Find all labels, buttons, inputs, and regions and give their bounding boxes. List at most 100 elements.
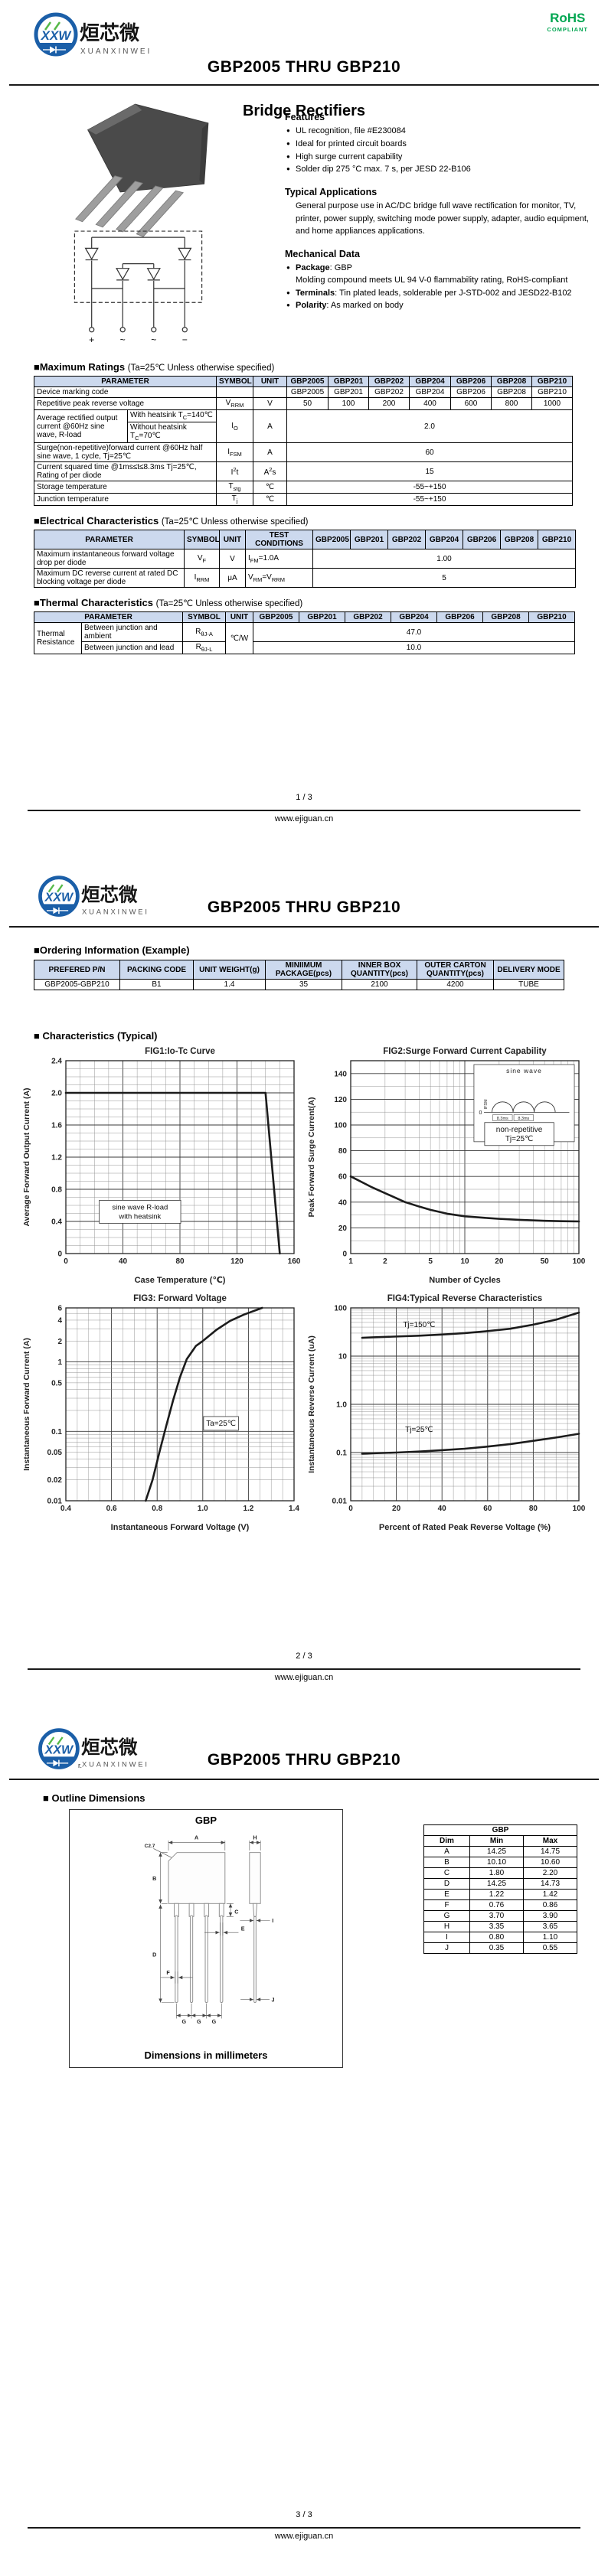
table-cell: TUBE — [493, 979, 564, 990]
svg-text:5: 5 — [428, 1257, 433, 1266]
table-cell: Device marking code — [34, 386, 217, 398]
table-cell: Maximum DC reverse current at rated DC b… — [34, 568, 185, 588]
table-cell: IO — [216, 409, 253, 443]
svg-text:Tj=25℃: Tj=25℃ — [405, 1426, 433, 1434]
svg-text:6: 6 — [57, 1305, 62, 1313]
package-lead — [136, 190, 185, 237]
table-header-cell: DELIVERY MODE — [493, 960, 564, 980]
svg-text:D: D — [152, 1952, 156, 1958]
table-header-cell: GBP210 — [528, 611, 575, 623]
table-cell: H — [423, 1921, 470, 1932]
svg-text:0: 0 — [348, 1505, 353, 1513]
table-cell: D — [423, 1878, 470, 1890]
table-cell: 4200 — [417, 979, 494, 990]
svg-text:1: 1 — [57, 1358, 62, 1367]
svg-text:Percent of Rated Peak Reverse: Percent of Rated Peak Reverse Voltage (%… — [379, 1523, 551, 1532]
logo-accent-icon — [57, 884, 64, 893]
diode-icon — [53, 1759, 59, 1767]
site-url: www.ejiguan.cn — [274, 814, 334, 823]
feature-item: High surge current capability — [296, 152, 403, 161]
table-header-cell: GBP208 — [491, 376, 532, 387]
table-cell: Junction temperature — [34, 493, 217, 506]
svg-text:sine wave: sine wave — [506, 1067, 542, 1074]
svg-text:Case Temperature (℃): Case Temperature (℃) — [135, 1276, 226, 1285]
diode-icon — [84, 247, 192, 281]
svg-text:0.02: 0.02 — [47, 1476, 63, 1485]
svg-text:0.1: 0.1 — [51, 1428, 62, 1436]
feature-item: Solder dip 275 °C max. 7 s, per JESD 22-… — [296, 165, 471, 174]
company-logo: XXW 烜芯微 XUANXINWEI — [34, 12, 149, 57]
table-header-cell: UNIT WEIGHT(g) — [193, 960, 266, 980]
table-cell: 14.75 — [522, 1846, 578, 1857]
table-cell: B1 — [119, 979, 194, 990]
table-header-cell: GBP2005 — [312, 530, 351, 549]
doc-title: GBP2005 THRU GBP210 — [207, 58, 401, 76]
table-cell — [253, 386, 287, 398]
page-number: 1 / 3 — [296, 793, 312, 802]
rohs-text: RoHS — [550, 11, 586, 25]
table-header-cell: OUTER CARTON QUANTITY(pcs) — [417, 960, 494, 980]
table-header-cell: GBP204 — [391, 611, 437, 623]
table-cell: 47.0 — [253, 622, 575, 642]
table-cell: 1000 — [531, 397, 573, 410]
svg-text:80: 80 — [338, 1147, 348, 1156]
svg-text:with heatsink: with heatsink — [118, 1212, 161, 1221]
outline-heading: ■ Outline Dimensions — [43, 1792, 145, 1804]
table-header-cell: UNIT — [225, 611, 253, 623]
svg-text:2.0: 2.0 — [51, 1090, 62, 1098]
mechanical-item: Polarity: As marked on body — [296, 301, 404, 311]
package-body-top — [87, 104, 142, 135]
svg-text:1.6: 1.6 — [51, 1122, 62, 1130]
svg-text:FIG1:Io-Tc Curve: FIG1:Io-Tc Curve — [145, 1047, 215, 1056]
table-header-cell: PARAMETER — [34, 376, 217, 387]
dimension-lines — [153, 1840, 270, 2019]
table-header-cell: GBP201 — [299, 611, 345, 623]
svg-text:Instantaneous Forward Voltage: Instantaneous Forward Voltage (V) — [111, 1523, 250, 1532]
table-cell: I — [423, 1932, 470, 1943]
table-cell: 3.65 — [522, 1921, 578, 1932]
header-rule — [9, 84, 599, 86]
table-cell: VF — [184, 549, 220, 569]
applications-text: General purpose use in AC/DC bridge full… — [296, 201, 589, 236]
svg-text:1: 1 — [348, 1257, 353, 1266]
svg-text:4: 4 — [57, 1316, 62, 1325]
svg-text:0.8: 0.8 — [152, 1505, 162, 1513]
section-heading-thermal: ■Thermal Characteristics (Ta=25℃ Unless … — [34, 597, 303, 608]
table-header-cell: GBP202 — [387, 530, 426, 549]
table-header-cell: PARAMETER — [34, 611, 183, 623]
table-header-cell: GBP210 — [531, 376, 573, 387]
table-cell: 600 — [450, 397, 492, 410]
svg-text:160: 160 — [288, 1257, 301, 1266]
site-url: www.ejiguan.cn — [274, 1673, 334, 1682]
table-cell: Surge(non-repetitive)forward current @60… — [34, 442, 217, 462]
table-header-cell: Max — [522, 1835, 578, 1847]
bridge-schematic: + ~ ~ − — [74, 230, 203, 344]
table-cell: 1.00 — [312, 549, 576, 569]
outline-drawing: A H B D C E F G G G I J C2.7 — [145, 1835, 275, 2025]
chart-fig2: 1 2 5 10 20 50 100 0 20 40 60 80 100 120 140 FIG2:Surge… — [305, 1044, 590, 1291]
table-cell: IFSM — [216, 442, 253, 462]
logo-monogram: XXW — [41, 28, 73, 43]
table-header-cell: GBP202 — [368, 376, 410, 387]
svg-text:Number of Cycles: Number of Cycles — [429, 1276, 501, 1285]
terminal-label: − — [182, 334, 188, 344]
bullet-icon: ● — [286, 152, 290, 160]
svg-text:Instantaneous Forward Current: Instantaneous Forward Current (A) — [22, 1338, 31, 1471]
table-header-cell: Min — [469, 1835, 524, 1847]
mechanical-item-cont: Molding compound meets UL 94 V-0 flammab… — [296, 276, 568, 285]
footer-rule — [28, 2527, 580, 2529]
table-cell: Current squared time @1ms≤t≤8.3ms Tj=25℃… — [34, 461, 217, 481]
svg-text:100: 100 — [334, 1305, 347, 1313]
svg-text:0: 0 — [342, 1251, 347, 1259]
table-header-cell: GBP201 — [328, 376, 369, 387]
table-cell: 1.10 — [522, 1932, 578, 1943]
company-logo: XXW 烜芯微 XUANXINWEI — [38, 1728, 147, 1769]
svg-text:F: F — [166, 1970, 170, 1976]
svg-text:2.4: 2.4 — [51, 1058, 62, 1066]
page-number: 3 / 3 — [296, 2510, 312, 2519]
svg-text:120: 120 — [334, 1096, 347, 1104]
table-cell: GBP206 — [450, 386, 492, 398]
table-header-cell: TEST CONDITIONS — [245, 530, 313, 549]
table-cell: 2.20 — [522, 1867, 578, 1879]
table-cell: Tj — [216, 493, 253, 506]
